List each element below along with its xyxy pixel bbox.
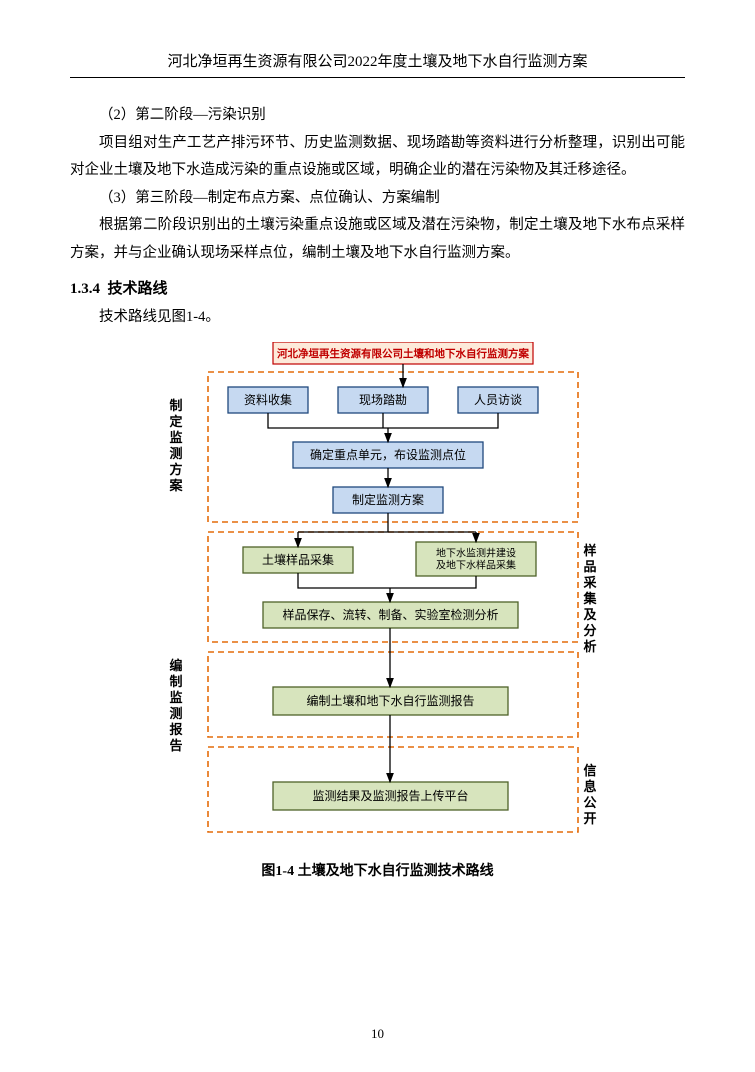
svg-text:编制土壤和地下水自行监测报告: 编制土壤和地下水自行监测报告 xyxy=(306,693,474,708)
section-title: 技术路线 xyxy=(108,281,168,297)
svg-text:资料收集: 资料收集 xyxy=(243,392,291,407)
flowchart-caption: 图1-4 土壤及地下水自行监测技术路线 xyxy=(70,860,685,880)
section-intro: 技术路线见图1-4。 xyxy=(70,304,685,332)
svg-text:编: 编 xyxy=(169,658,182,673)
page-header: 河北净垣再生资源有限公司2022年度土壤及地下水自行监测方案 xyxy=(70,50,685,78)
svg-text:制: 制 xyxy=(169,398,182,413)
svg-text:样品保存、流转、制备、实验室检测分析: 样品保存、流转、制备、实验室检测分析 xyxy=(282,607,498,622)
svg-text:及: 及 xyxy=(583,607,597,622)
svg-text:采: 采 xyxy=(582,575,597,590)
svg-text:确定重点单元，布设监测点位: 确定重点单元，布设监测点位 xyxy=(309,447,465,462)
para-stage3-body: 根据第二阶段识别出的土壤污染重点设施或区域及潜在污染物，制定土壤及地下水布点采样… xyxy=(70,212,685,267)
flowchart-svg: 河北净垣再生资源有限公司土壤和地下水自行监测方案制定监测方案样品采集及分析编制监… xyxy=(158,342,598,852)
para-stage2-title: （2）第二阶段—污染识别 xyxy=(70,102,685,130)
svg-text:土壤样品采集: 土壤样品采集 xyxy=(261,552,333,567)
flowchart-container: 河北净垣再生资源有限公司土壤和地下水自行监测方案制定监测方案样品采集及分析编制监… xyxy=(70,342,685,852)
svg-text:集: 集 xyxy=(582,591,597,606)
svg-text:息: 息 xyxy=(583,779,596,794)
svg-text:定: 定 xyxy=(168,414,182,429)
svg-text:监: 监 xyxy=(169,690,182,705)
svg-text:报: 报 xyxy=(169,722,183,737)
svg-text:告: 告 xyxy=(169,738,182,753)
para-stage3-title: （3）第三阶段—制定布点方案、点位确认、方案编制 xyxy=(70,185,685,213)
svg-text:现场踏勘: 现场踏勘 xyxy=(358,393,406,407)
svg-text:方: 方 xyxy=(169,462,182,477)
svg-text:制定监测方案: 制定监测方案 xyxy=(351,492,423,507)
svg-text:地下水监测井建设: 地下水监测井建设 xyxy=(436,546,516,559)
section-number: 1.3.4 xyxy=(70,281,100,297)
svg-text:分: 分 xyxy=(583,623,596,638)
svg-text:公: 公 xyxy=(583,795,596,810)
svg-text:河北净垣再生资源有限公司土壤和地下水自行监测方案: 河北净垣再生资源有限公司土壤和地下水自行监测方案 xyxy=(277,347,529,360)
page-number: 10 xyxy=(0,1026,755,1042)
svg-text:析: 析 xyxy=(583,639,596,654)
svg-text:品: 品 xyxy=(583,559,596,574)
svg-text:人员访谈: 人员访谈 xyxy=(473,393,521,407)
svg-text:监测结果及监测报告上传平台: 监测结果及监测报告上传平台 xyxy=(312,788,468,803)
svg-text:测: 测 xyxy=(169,706,182,721)
para-stage2-body: 项目组对生产工艺产排污环节、历史监测数据、现场踏勘等资料进行分析整理，识别出可能… xyxy=(70,130,685,185)
svg-text:监: 监 xyxy=(169,430,182,445)
svg-text:制: 制 xyxy=(169,674,182,689)
svg-text:信: 信 xyxy=(583,763,596,778)
svg-text:案: 案 xyxy=(168,478,183,493)
svg-text:开: 开 xyxy=(583,811,596,826)
svg-text:测: 测 xyxy=(169,446,182,461)
section-heading: 1.3.4 技术路线 xyxy=(70,277,685,298)
svg-text:样: 样 xyxy=(583,543,596,558)
svg-text:及地下水样品采集: 及地下水样品采集 xyxy=(436,558,516,571)
